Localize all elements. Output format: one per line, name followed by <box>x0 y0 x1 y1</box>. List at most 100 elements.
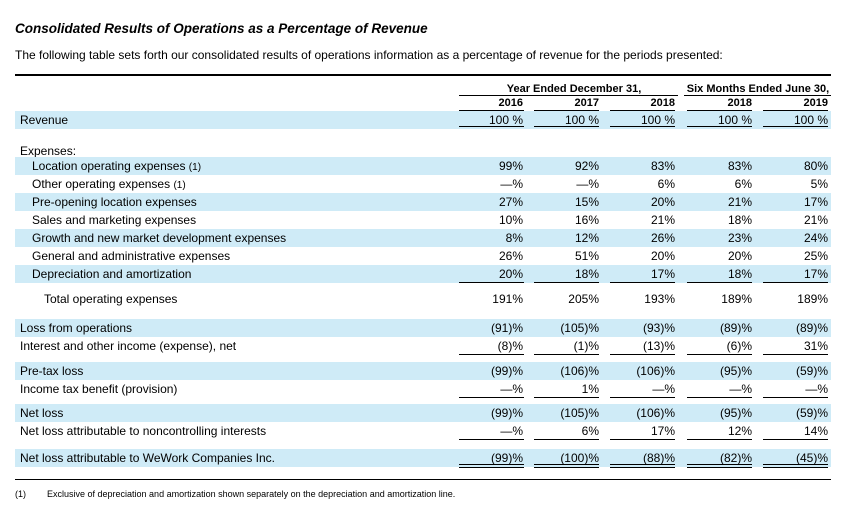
row-label: Interest and other income (expense), net <box>20 339 236 353</box>
table-cell: 17% <box>650 267 675 281</box>
table-cell: (99)% <box>490 451 523 465</box>
table-cell: 83% <box>650 159 675 173</box>
table-cell: —% <box>500 382 523 396</box>
table-cell: (8)% <box>497 339 523 353</box>
cell-underline <box>610 282 675 283</box>
row-label: Location operating expenses (1) <box>32 159 201 173</box>
table-cell: —% <box>500 177 523 191</box>
cell-underline <box>610 397 675 398</box>
table-cell: 16% <box>574 213 599 227</box>
table-cell: (13)% <box>642 339 675 353</box>
row-label-text: Other operating expenses <box>32 177 171 191</box>
table-cell: 8% <box>505 231 523 245</box>
row-label-text: Growth and new market development expens… <box>32 231 287 245</box>
year-header: 2018 <box>727 97 752 109</box>
year-header-rule <box>610 110 675 111</box>
row-label-text: Location operating expenses <box>32 159 186 173</box>
row-label-text: Revenue <box>20 113 69 127</box>
table-cell: (99)% <box>490 406 523 420</box>
table-cell: (93)% <box>642 321 675 335</box>
cell-underline <box>763 282 828 283</box>
row-label-text: Net loss attributable to noncontrolling … <box>20 424 267 438</box>
year-header-rule <box>459 110 524 111</box>
table-cell: 21% <box>727 195 752 209</box>
row-label: Pre-tax loss <box>20 364 83 378</box>
row-label: Pre-opening location expenses <box>32 195 197 209</box>
table-cell: 23% <box>727 231 752 245</box>
table-cell: 6% <box>581 424 599 438</box>
table-cell: (105)% <box>560 321 599 335</box>
table-cell: 12% <box>727 424 752 438</box>
table-cell: 24% <box>803 231 828 245</box>
cell-double-underline <box>763 464 828 468</box>
table-row: Pre-opening location expenses 27% 15% 20% 21… <box>15 193 831 211</box>
row-label: Income tax benefit (provision) <box>20 382 177 396</box>
table-row: Net loss attributable to noncontrolling … <box>15 422 831 440</box>
table-cell: 1% <box>581 382 599 396</box>
table-cell: 18% <box>574 267 599 281</box>
cell-underline <box>534 397 599 398</box>
table-cell: 5% <box>810 177 828 191</box>
cell-underline <box>459 397 524 398</box>
table-cell: 20% <box>650 249 675 263</box>
cell-underline <box>534 282 599 283</box>
cell-double-underline <box>534 464 599 468</box>
table-cell: 6% <box>734 177 752 191</box>
row-label-text: Sales and marketing expenses <box>32 213 197 227</box>
cell-underline <box>459 282 524 283</box>
row-label-text: Loss from operations <box>20 321 133 335</box>
cell-double-underline <box>610 464 675 468</box>
table-cell: 80% <box>803 159 828 173</box>
cell-underline <box>534 354 599 355</box>
cell-underline <box>610 354 675 355</box>
table-cell: 92% <box>574 159 599 173</box>
row-label: Net loss attributable to WeWork Companie… <box>20 451 275 465</box>
cell-underline <box>534 126 599 127</box>
table-cell: (89)% <box>795 321 828 335</box>
row-label-text: Total operating expenses <box>44 292 178 306</box>
cell-underline <box>687 282 752 283</box>
table-cell: 31% <box>803 339 828 353</box>
table-cell: 26% <box>498 249 523 263</box>
row-label-text: Net loss <box>20 406 64 420</box>
header-year-ended: Year Ended December 31, <box>506 83 642 95</box>
table-cell: 25% <box>803 249 828 263</box>
cell-underline <box>610 439 675 440</box>
table-row: Interest and other income (expense), net… <box>15 337 831 355</box>
row-label: Sales and marketing expenses <box>32 213 196 227</box>
table-cell: (106)% <box>560 364 599 378</box>
header-six-months: Six Months Ended June 30, <box>686 83 830 95</box>
table-cell: 193% <box>644 292 675 306</box>
footnote-marker: (1) <box>15 489 26 499</box>
row-label: Other operating expenses (1) <box>32 177 186 191</box>
year-header: 2019 <box>803 97 828 109</box>
row-label-text: General and administrative expenses <box>32 249 231 263</box>
intro-text: The following table sets forth our conso… <box>15 48 723 62</box>
cell-underline <box>763 126 828 127</box>
table-cell: (106)% <box>636 406 675 420</box>
table-row: Income tax benefit (provision) —% 1% —% —% —% <box>15 380 831 398</box>
cell-underline <box>687 439 752 440</box>
row-label: Depreciation and amortization <box>32 267 191 281</box>
table-row: Total operating expenses 191% 205% 193% 189%… <box>15 290 831 308</box>
table-row: Other operating expenses (1) —% —% 6% 6% 5% <box>15 175 831 193</box>
table-row: Net loss (99)% (105)% (106)% (95)% (59)% <box>15 404 831 422</box>
cell-underline <box>459 439 524 440</box>
table-cell: 51% <box>574 249 599 263</box>
table-cell: 17% <box>650 424 675 438</box>
table-row: Loss from operations (91)% (105)% (93)% (89)… <box>15 319 831 337</box>
cell-double-underline <box>459 464 524 468</box>
table-cell: 20% <box>498 267 523 281</box>
row-label: Net loss <box>20 406 63 420</box>
year-header-rule <box>534 110 599 111</box>
table-row: Depreciation and amortization 20% 18% 17% 18… <box>15 265 831 283</box>
table-cell: 20% <box>650 195 675 209</box>
table-cell: 20% <box>727 249 752 263</box>
row-label-text: Net loss attributable to WeWork Companie… <box>20 451 275 465</box>
table-cell: 205% <box>568 292 599 306</box>
table-cell: (89)% <box>719 321 752 335</box>
row-label-text: Pre-tax loss <box>20 364 84 378</box>
table-cell: 21% <box>650 213 675 227</box>
table-cell: 6% <box>657 177 675 191</box>
table-cell: —% <box>652 382 675 396</box>
